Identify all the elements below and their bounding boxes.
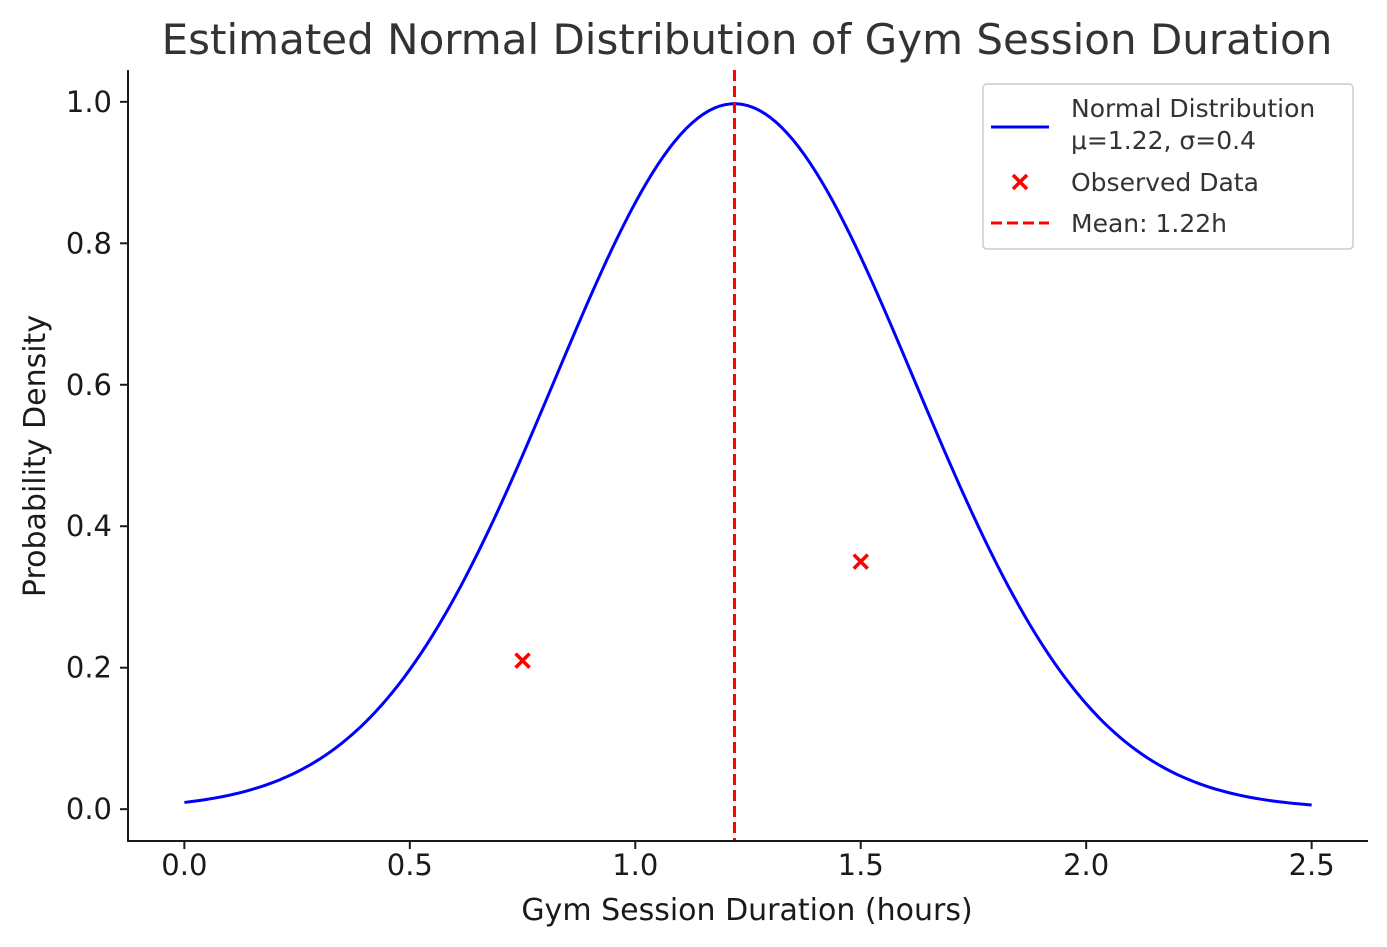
y-tick-label: 0.8 [66,226,112,260]
observed-data-point [852,553,869,570]
x-tick-label: 1.5 [838,848,884,882]
x-tick-label: 2.0 [1063,848,1109,882]
legend-label-observed: Observed Data [1071,168,1259,197]
legend-label-normal-line2: μ=1.22, σ=0.4 [1071,126,1256,155]
y-tick-label: 0.0 [66,792,112,826]
observed-data-point [514,652,531,669]
legend-x-marker [1011,173,1029,191]
legend: Normal Distribution μ=1.22, σ=0.4 Observ… [982,83,1354,250]
y-tick-label: 0.2 [66,651,112,685]
x-tick-label: 2.5 [1289,848,1335,882]
x-tick-label: 0.5 [387,848,433,882]
legend-label-mean: Mean: 1.22h [1071,209,1227,238]
y-tick-label: 0.4 [66,509,112,543]
y-axis-label: Probability Density [18,315,53,597]
plot-area [184,70,1312,841]
normal-distribution-curve [184,102,1312,807]
y-axis-ticks: 0.0 0.2 0.4 0.6 0.8 1.0 [66,85,128,826]
legend-box [982,83,1354,250]
x-tick-label: 0.0 [161,848,207,882]
y-tick-label: 1.0 [66,85,112,119]
legend-label-normal-line1: Normal Distribution [1071,94,1315,123]
x-tick-label: 1.0 [612,848,658,882]
x-axis-label: Gym Session Duration (hours) [521,893,972,928]
x-axis-ticks: 0.0 0.5 1.0 1.5 2.0 2.5 [161,841,1335,882]
chart-title: Estimated Normal Distribution of Gym Ses… [162,15,1333,64]
y-tick-label: 0.6 [66,368,112,402]
